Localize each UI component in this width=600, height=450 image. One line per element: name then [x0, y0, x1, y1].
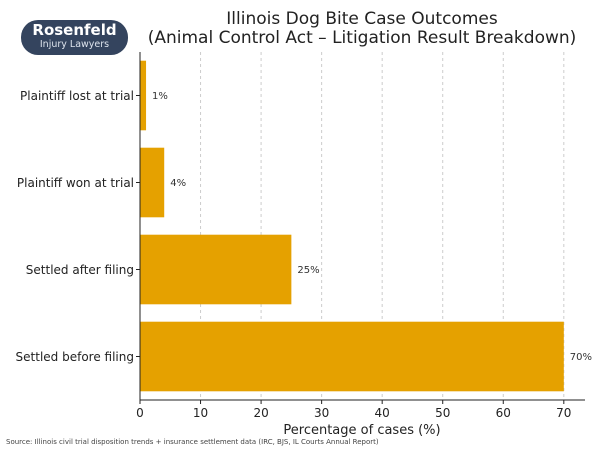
y-tick-label: Plaintiff lost at trial: [20, 89, 134, 103]
data-label: 4%: [170, 178, 186, 189]
x-tick-label: 70: [556, 406, 571, 420]
chart-title: Illinois Dog Bite Case Outcomes: [226, 9, 498, 29]
x-tick-label: 0: [136, 406, 144, 420]
x-tick-label: 40: [375, 406, 390, 420]
x-axis-label: Percentage of cases (%): [283, 423, 440, 438]
x-tick-label: 10: [193, 406, 208, 420]
data-label: 1%: [152, 91, 168, 102]
y-tick-label: Settled before filing: [16, 350, 134, 364]
data-label: 25%: [297, 265, 319, 276]
rosenfeld-logo: Rosenfeld Injury Lawyers: [21, 20, 128, 55]
data-label: 70%: [570, 352, 592, 363]
x-tick-label: 50: [435, 406, 450, 420]
bar: [140, 60, 147, 131]
logo-line1: Rosenfeld: [32, 21, 117, 39]
logo-line2: Injury Lawyers: [39, 39, 110, 50]
chart-subtitle: (Animal Control Act – Litigation Result …: [148, 28, 577, 48]
x-tick-label: 20: [253, 406, 268, 420]
x-tick-label: 30: [314, 406, 329, 420]
bar: [140, 234, 292, 305]
source-note: Source: Illinois civil trial disposition…: [6, 438, 379, 446]
bar: [140, 321, 564, 392]
bar: [140, 147, 165, 218]
x-tick-label: 60: [496, 406, 511, 420]
y-tick-label: Plaintiff won at trial: [17, 176, 134, 190]
y-tick-label: Settled after filing: [26, 263, 134, 277]
